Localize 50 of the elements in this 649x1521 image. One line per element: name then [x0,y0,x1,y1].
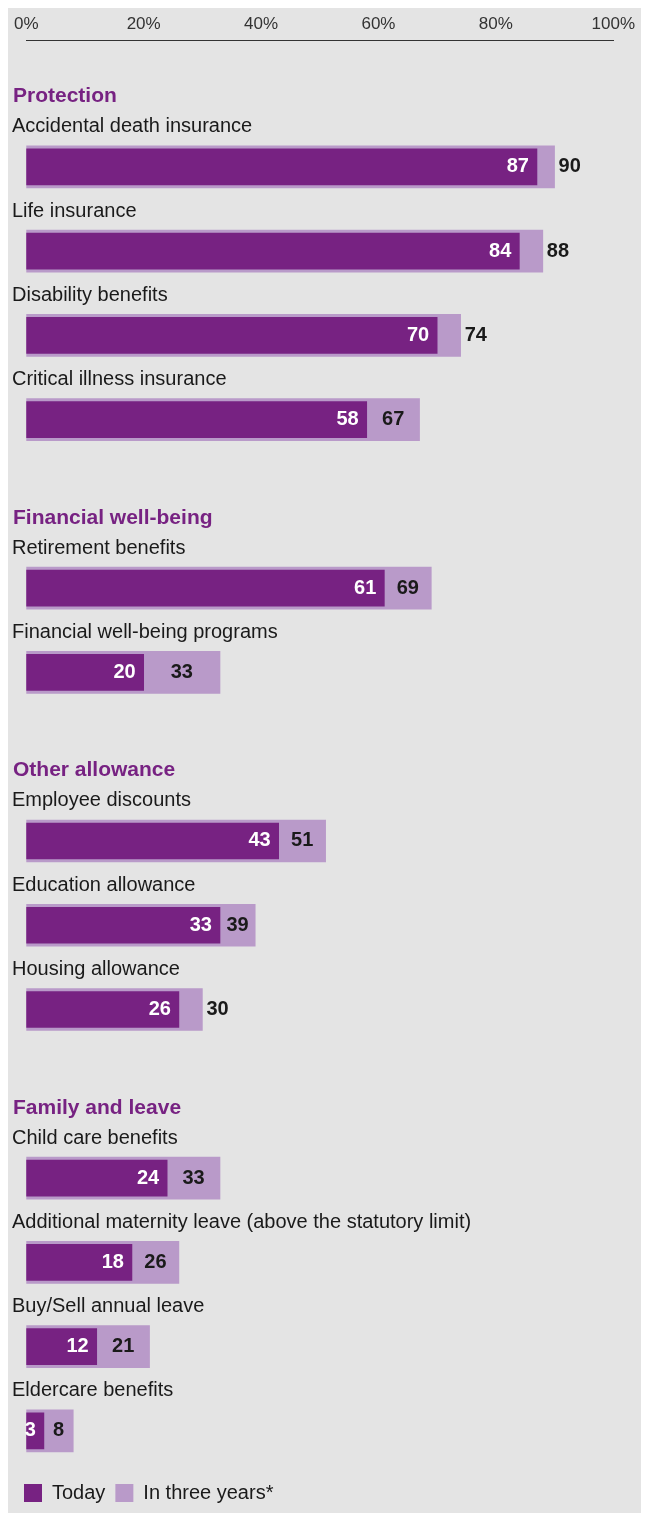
data-label: 30 [206,997,229,1020]
legend-label: Today [52,1480,106,1503]
data-label: 43 [248,828,271,851]
y-tick-label: Life insurance [12,198,137,221]
data-label: 33 [182,1165,205,1188]
data-label: 70 [406,322,430,345]
data-label: 84 [489,238,513,261]
y-tick-label: Employee discounts [12,788,191,811]
data-label: 33 [189,912,212,935]
data-label: 51 [291,828,314,851]
x-tick-label: 40% [244,13,279,33]
data-label: 69 [396,575,419,598]
data-label: 21 [112,1334,135,1357]
data-label: 74 [464,322,488,345]
y-tick-label: Disability benefits [12,282,168,305]
y-tick-label: Housing allowance [12,957,180,980]
data-label: 20 [113,659,136,682]
data-label: 58 [336,407,359,430]
y-tick-label: Critical illness insurance [12,367,227,390]
data-label: 39 [226,912,249,935]
data-label: 24 [136,1165,161,1188]
y-tick-label: Child care benefits [12,1125,178,1148]
y-tick-label: Accidental death insurance [12,114,253,137]
y-tick-label: Family and leave [13,1094,182,1118]
y-tick-label: Other allowance [13,757,176,781]
data-label: 87 [506,154,529,177]
x-tick-label: 20% [126,13,161,33]
x-tick-label: 100% [591,13,635,33]
x-tick-label: 80% [478,13,513,33]
y-tick-label: Financial well-being programs [12,619,278,642]
y-tick-label: Additional maternity leave (above the statutory limit) [12,1209,472,1232]
data-label: 8 [53,1418,65,1441]
y-tick-label: Eldercare benefits [12,1378,174,1401]
data-label: 61 [354,575,377,598]
data-label: 33 [170,659,193,682]
data-label: 18 [101,1249,124,1272]
legend-label: In three years* [143,1480,274,1503]
y-tick-label: Retirement benefits [12,535,186,558]
data-label: 88 [546,238,570,261]
data-label: 12 [66,1334,89,1357]
data-label: 26 [144,1249,167,1272]
data-label: 26 [148,997,171,1020]
x-tick-label: 60% [361,13,396,33]
data-label: 90 [558,154,581,177]
y-tick-label: Protection [13,83,117,107]
y-tick-label: Education allowance [12,872,196,895]
data-label: 67 [382,407,405,430]
y-tick-label: Financial well-being [13,504,213,528]
y-tick-label: Buy/Sell annual leave [12,1294,205,1317]
x-tick-label: 0% [14,13,39,33]
